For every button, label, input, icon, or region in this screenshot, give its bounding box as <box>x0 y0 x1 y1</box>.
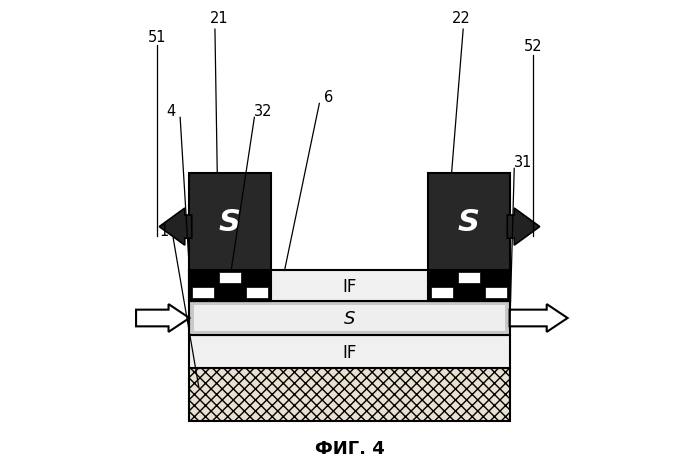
Bar <box>485 272 507 283</box>
Text: IF: IF <box>343 343 356 361</box>
Text: IF: IF <box>343 277 356 295</box>
Bar <box>431 287 453 299</box>
Text: 51: 51 <box>147 30 166 44</box>
Bar <box>189 271 271 301</box>
Bar <box>246 287 268 299</box>
Polygon shape <box>507 208 540 245</box>
Text: 32: 32 <box>254 104 273 119</box>
Bar <box>189 174 271 271</box>
Bar <box>219 287 241 299</box>
Bar <box>189 336 510 368</box>
Bar <box>458 272 480 283</box>
Text: S: S <box>458 208 480 237</box>
Text: 52: 52 <box>524 39 542 54</box>
Bar <box>458 287 480 299</box>
Bar <box>189 301 510 336</box>
Bar <box>189 368 510 421</box>
Bar <box>192 287 214 299</box>
Bar <box>428 271 510 301</box>
Text: S: S <box>219 208 241 237</box>
Text: 4: 4 <box>166 104 175 119</box>
Bar <box>192 272 214 283</box>
Text: 1: 1 <box>159 224 168 239</box>
Bar <box>485 287 507 299</box>
Polygon shape <box>159 208 192 245</box>
Text: 31: 31 <box>514 155 533 169</box>
Polygon shape <box>510 305 568 332</box>
Polygon shape <box>136 305 189 332</box>
Text: ФИГ. 4: ФИГ. 4 <box>315 439 384 457</box>
Text: S: S <box>344 309 355 327</box>
Bar <box>246 272 268 283</box>
Text: 21: 21 <box>210 11 229 26</box>
Bar <box>428 174 510 271</box>
Bar <box>194 306 505 331</box>
Bar <box>431 272 453 283</box>
Text: 6: 6 <box>324 90 333 105</box>
Text: 22: 22 <box>452 11 470 26</box>
Bar <box>219 272 241 283</box>
Bar <box>189 271 510 301</box>
Bar <box>189 368 510 421</box>
